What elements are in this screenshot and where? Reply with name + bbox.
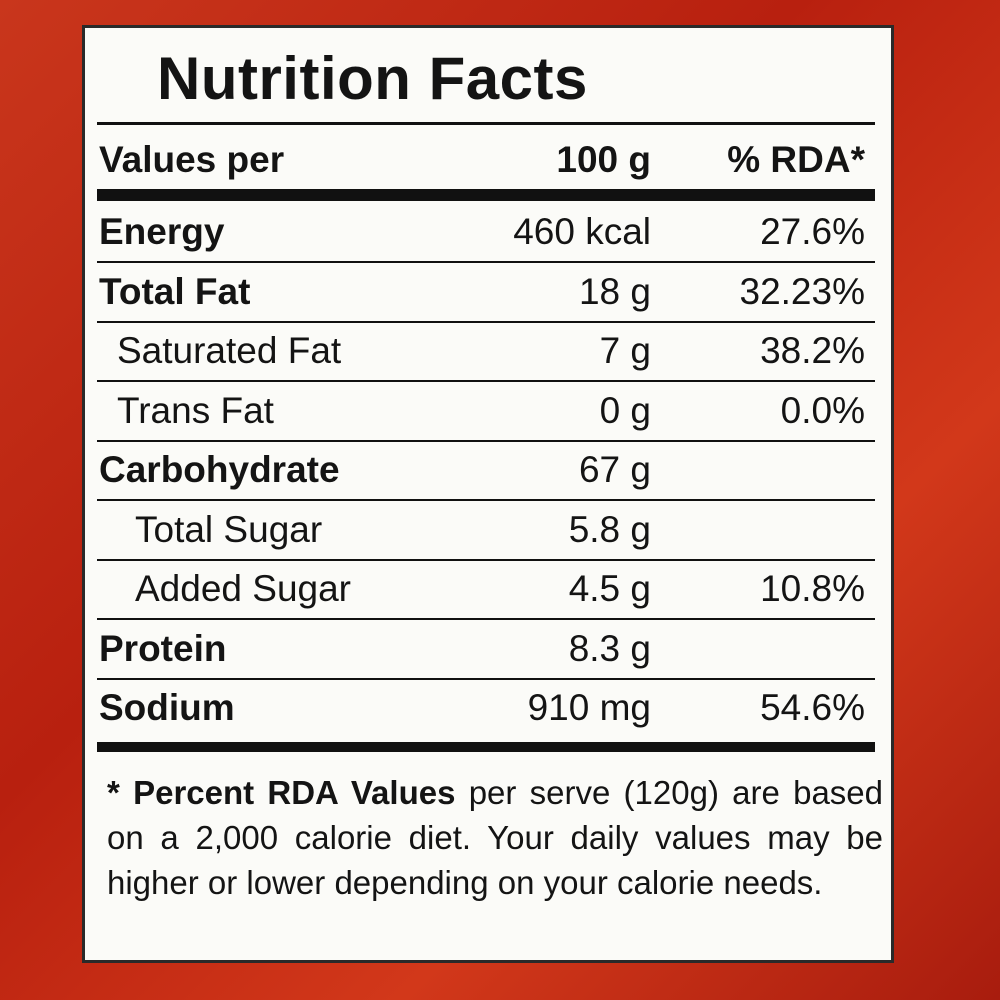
nutrient-rda: 32.23% <box>739 270 866 312</box>
header-rda: % RDA* <box>727 139 865 180</box>
nutrient-rda: 10.8% <box>760 568 865 609</box>
nutrient-rda: 54.6% <box>760 687 865 728</box>
nutrient-amount: 5.8 g <box>568 508 651 550</box>
footnote: * Percent RDA Values per serve (120g) ar… <box>107 770 883 905</box>
header-label: Values per <box>99 139 285 180</box>
footnote-text: per serve (120g) are based on a 2,000 ca… <box>107 774 883 901</box>
row-rule <box>97 439 875 442</box>
thick-rule <box>97 742 875 752</box>
nutrition-label: Nutrition Facts Values per 100 g % RDA* … <box>82 25 894 963</box>
nutrient-amount: 910 mg <box>527 687 651 728</box>
nutrient-amount: 7 g <box>599 330 651 371</box>
thick-rule <box>97 189 875 201</box>
nutrient-amount: 67 g <box>578 449 651 490</box>
row-rule <box>97 261 875 263</box>
row-rule <box>97 558 875 561</box>
nutrient-name: Added Sugar <box>135 568 352 609</box>
nutrient-name: Total Fat <box>99 270 251 312</box>
footnote-emphasis: Percent RDA Values <box>133 774 456 811</box>
nutrient-name: Sodium <box>99 687 235 728</box>
row-rule <box>97 499 875 501</box>
nutrient-amount: 8.3 g <box>568 627 651 669</box>
nutrient-name: Protein <box>99 627 227 669</box>
nutrient-amount: 4.5 g <box>568 568 651 609</box>
row-rule <box>97 320 875 323</box>
nutrient-name: Carbohydrate <box>99 449 340 490</box>
footnote-marker: * <box>107 774 120 811</box>
nutrient-name: Saturated Fat <box>117 330 342 371</box>
header-amount: 100 g <box>556 139 651 180</box>
nutrient-rda: 38.2% <box>760 330 865 371</box>
row-rule <box>97 677 875 680</box>
title: Nutrition Facts <box>157 45 588 112</box>
rule <box>97 122 875 125</box>
nutrient-name: Total Sugar <box>135 508 323 550</box>
nutrient-amount: 0 g <box>599 389 651 431</box>
row-rule <box>97 380 875 382</box>
nutrient-rda: 27.6% <box>760 211 865 252</box>
nutrient-amount: 18 g <box>578 270 651 312</box>
nutrient-name: Energy <box>99 211 225 252</box>
nutrient-rda: 0.0% <box>780 389 865 431</box>
nutrient-amount: 460 kcal <box>513 211 651 252</box>
row-rule <box>97 618 875 620</box>
nutrient-name: Trans Fat <box>117 389 274 431</box>
